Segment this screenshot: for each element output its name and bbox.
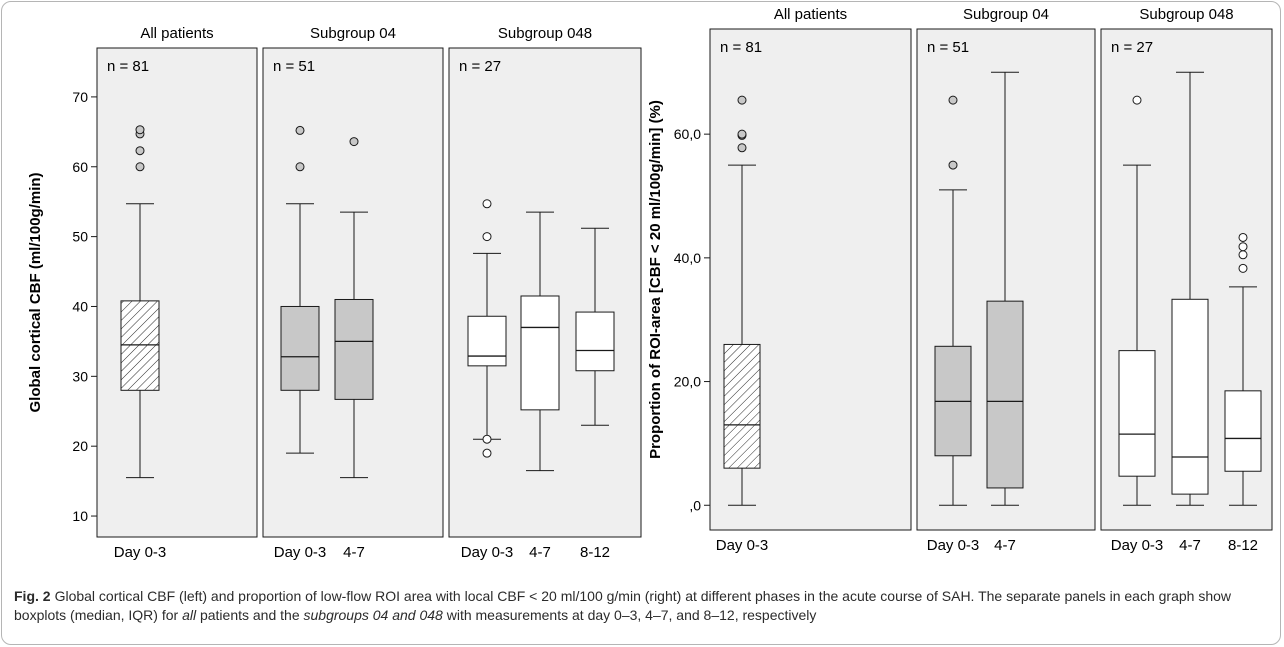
n-label: n = 27	[459, 58, 501, 75]
outlier-point	[1238, 232, 1248, 242]
iqr-box	[467, 315, 507, 367]
outlier-point	[482, 434, 492, 444]
n-label: n = 51	[927, 39, 969, 56]
y-tick-label: 60	[72, 159, 88, 175]
outlier-point	[135, 125, 145, 135]
n-label: n = 81	[107, 58, 149, 75]
outlier-point	[737, 129, 747, 139]
y-tick-label: 20,0	[674, 374, 701, 390]
n-label: n = 27	[1111, 39, 1153, 56]
caption-all: all	[182, 607, 197, 623]
x-tick-label: 4-7	[529, 544, 551, 561]
x-tick-label: 4-7	[994, 537, 1016, 554]
y-tick-label: 40,0	[674, 250, 701, 266]
panel-title: All patients	[774, 6, 847, 23]
panel-title: All patients	[140, 25, 213, 42]
y-tick-label: 30	[72, 368, 88, 384]
y-tick-label: 40	[72, 298, 88, 314]
outlier-point	[135, 162, 145, 172]
iqr-box	[723, 343, 761, 469]
outlier-point	[737, 95, 747, 105]
caption-text-2: patients and the	[196, 607, 304, 623]
n-label: n = 81	[720, 39, 762, 56]
outlier-point	[482, 232, 492, 242]
caption-text-3: with measurements at day 0–3, 4–7, and 8…	[442, 607, 817, 623]
iqr-box	[120, 300, 160, 391]
caption-text-1: Global cortical CBF (left) and proportio…	[14, 588, 1232, 623]
caption-subgroups: subgroups 04 and 048	[303, 607, 443, 623]
panel-title: Subgroup 048	[498, 25, 592, 42]
outlier-point	[1132, 95, 1142, 105]
cbf-boxplot-chart: 10 20 30 40 50 60 70 Global cortical CBF (ml/10…	[27, 25, 642, 561]
x-tick-label: Day 0-3	[927, 537, 980, 554]
panel-title: Subgroup 04	[963, 6, 1049, 23]
panel-frame	[96, 47, 258, 538]
x-tick-label: Day 0-3	[274, 544, 327, 561]
outlier-point	[948, 160, 958, 170]
x-tick-label: 8-12	[1228, 537, 1258, 554]
iqr-box	[280, 305, 320, 391]
panel-frame	[262, 47, 444, 538]
x-tick-label: Day 0-3	[1111, 537, 1164, 554]
iqr-box	[1118, 350, 1156, 477]
n-label: n = 51	[273, 58, 315, 75]
outlier-point	[295, 162, 305, 172]
y-tick-label: 20	[72, 438, 88, 454]
outlier-point	[737, 143, 747, 153]
x-tick-label: Day 0-3	[461, 544, 514, 561]
iqr-box	[1171, 298, 1209, 495]
outlier-point	[295, 125, 305, 135]
x-tick-label: 4-7	[343, 544, 365, 561]
outlier-point	[1238, 263, 1248, 273]
outlier-point	[482, 448, 492, 458]
iqr-box	[1224, 390, 1262, 472]
figure-charts: 10 20 30 40 50 60 70 Global cortical CBF (ml/10…	[27, 6, 1273, 561]
outlier-point	[349, 137, 359, 147]
outlier-point	[1238, 242, 1248, 252]
y-tick-label: 60,0	[674, 126, 701, 142]
panel-title: Subgroup 04	[310, 25, 396, 42]
y-axis-label: Global cortical CBF (ml/100g/min)	[27, 172, 44, 412]
iqr-box	[575, 311, 615, 372]
y-tick-label: ,0	[689, 497, 701, 513]
figure-caption: Fig. 2 Global cortical CBF (left) and pro…	[14, 587, 1272, 625]
y-tick-label: 50	[72, 229, 88, 245]
outlier-point	[1238, 250, 1248, 260]
outlier-point	[948, 95, 958, 105]
low-flow-proportion-boxplot-chart: ,0 20,0 40,0 60,0 Proportion of ROI-area [CB…	[647, 6, 1273, 554]
x-tick-label: 8-12	[580, 544, 610, 561]
x-tick-label: 4-7	[1179, 537, 1201, 554]
iqr-box	[334, 298, 374, 400]
y-axis-label: Proportion of ROI-area [CBF < 20 ml/100g…	[647, 100, 664, 459]
caption-label: Fig. 2	[14, 588, 51, 604]
panel-frame	[448, 47, 642, 538]
y-tick-label: 10	[72, 508, 88, 524]
x-tick-label: Day 0-3	[716, 537, 769, 554]
iqr-box	[520, 295, 560, 411]
outlier-point	[482, 199, 492, 209]
iqr-box	[986, 300, 1024, 489]
x-tick-label: Day 0-3	[114, 544, 167, 561]
panel-title: Subgroup 048	[1139, 6, 1233, 23]
outlier-point	[135, 146, 145, 156]
y-tick-label: 70	[72, 89, 88, 105]
